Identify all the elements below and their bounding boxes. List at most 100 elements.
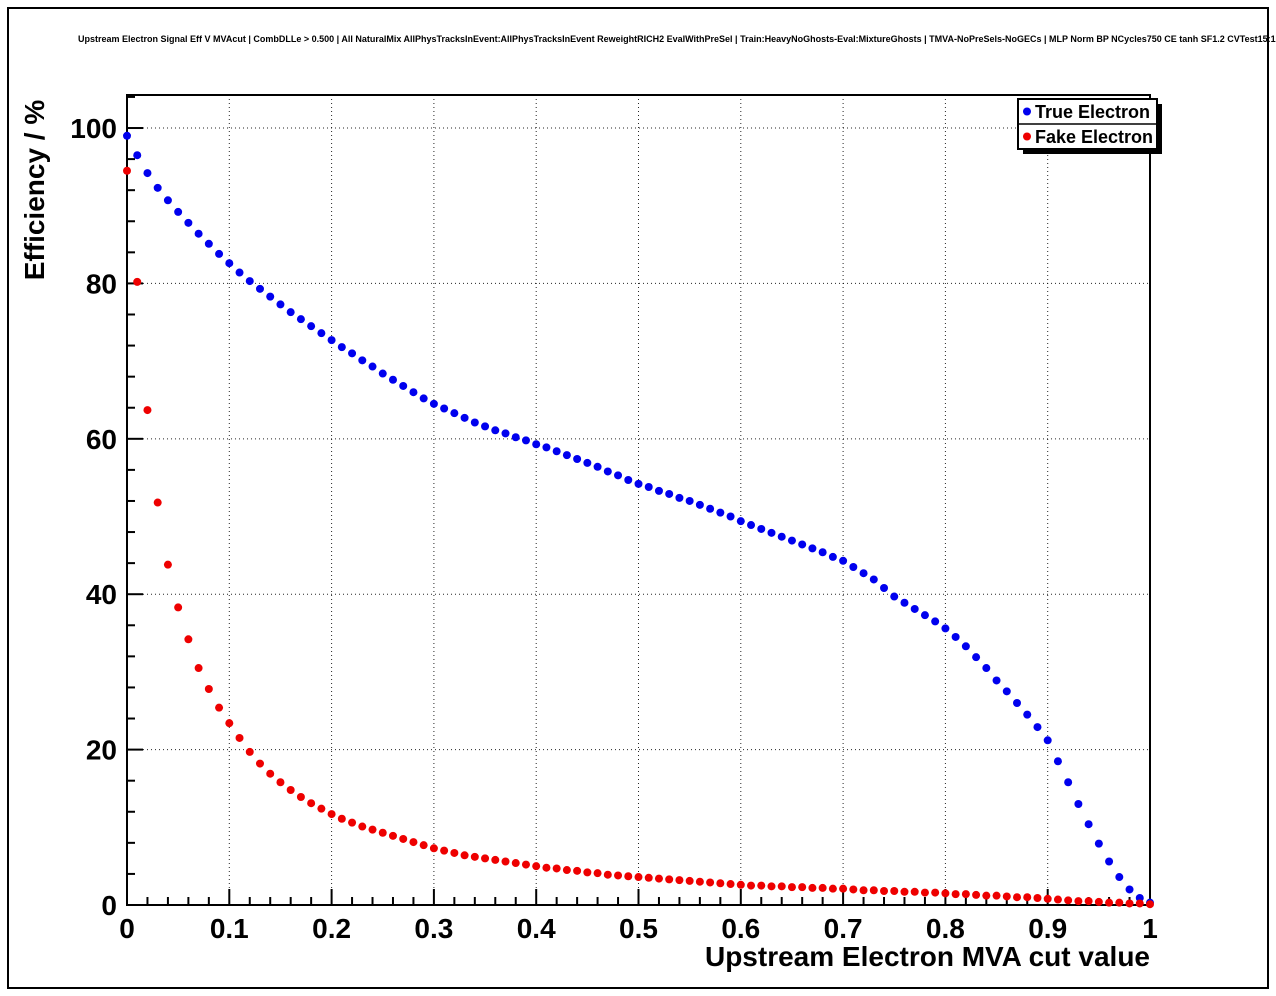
data-point [184,635,193,644]
data-point [1125,899,1134,908]
data-point [726,880,735,889]
data-point [706,878,715,887]
data-point [378,828,387,837]
y-tick-label: 80 [86,268,117,299]
data-point [880,887,889,896]
data-point [481,422,490,431]
data-point [1105,898,1114,907]
data-point [409,838,418,847]
data-point [1115,873,1124,882]
data-point [644,482,653,491]
data-point [920,611,929,620]
data-point [327,810,336,819]
data-point [593,462,602,471]
data-point [1115,898,1124,907]
data-point [501,429,510,438]
data-point [706,504,715,513]
data-point [573,866,582,875]
data-point [767,528,776,537]
data-point [818,548,827,557]
x-tick-label: 0.6 [721,913,760,944]
data-point [266,292,275,301]
data-point [1023,893,1032,902]
data-point [296,315,305,324]
data-point [634,873,643,882]
data-point [532,440,541,449]
data-point [624,872,633,881]
data-point [123,166,131,175]
data-point [593,869,602,878]
data-point [583,458,592,467]
data-point [143,169,152,178]
data-point [941,624,950,633]
data-point [634,479,643,488]
data-point [1043,736,1052,745]
data-point [859,569,868,578]
data-point [521,436,530,445]
data-point [931,617,940,626]
data-point [675,493,684,502]
data-point [961,642,970,651]
data-point [972,653,981,662]
data-point [665,875,674,884]
data-point [194,229,203,238]
data-point [307,322,316,331]
data-point [839,556,848,565]
data-point [296,793,305,801]
data-point [491,426,500,435]
data-point [849,885,858,894]
data-point [470,852,479,861]
data-point [1084,820,1093,829]
y-tick-label: 60 [86,424,117,455]
data-point [429,844,438,853]
data-point [603,467,612,476]
data-point [174,603,183,612]
data-point [931,888,940,897]
data-point [747,521,756,530]
data-point [1125,885,1134,894]
x-tick-label: 0.8 [926,913,965,944]
data-point [685,496,694,505]
data-point [143,406,152,415]
data-point [429,399,438,408]
grid-layer [127,95,1150,905]
data-point [552,447,561,456]
data-point [614,471,623,480]
data-point [521,860,530,869]
data-point [562,451,571,460]
data-point [1002,687,1011,696]
data-point [787,883,796,892]
data-point [317,329,326,338]
data-point [839,884,848,893]
legend: True Electron Fake Electron [1017,98,1162,154]
data-point [654,874,663,883]
data-point [225,259,234,268]
data-point [972,890,981,899]
data-point [450,409,459,418]
data-point [716,508,725,517]
data-point [419,394,428,403]
data-point [225,719,234,728]
data-point [726,512,735,521]
data-point [982,891,991,900]
legend-label-fake-electron: Fake Electron [1035,127,1153,147]
data-point [1033,723,1042,732]
data-point [818,883,827,892]
data-point [1064,896,1073,905]
x-tick-label: 1 [1142,913,1158,944]
data-point [440,404,449,413]
data-point [951,632,960,641]
x-tick-label: 0.1 [210,913,249,944]
y-tick-label: 100 [70,113,117,144]
data-point [317,804,326,813]
data-point [378,369,387,378]
data-point [388,831,397,840]
data-point [1105,857,1114,866]
data-point [1094,839,1103,848]
data-point [1094,897,1103,906]
data-point [399,834,408,843]
data-point [388,375,397,384]
data-point [808,883,817,892]
data-point [470,418,479,427]
